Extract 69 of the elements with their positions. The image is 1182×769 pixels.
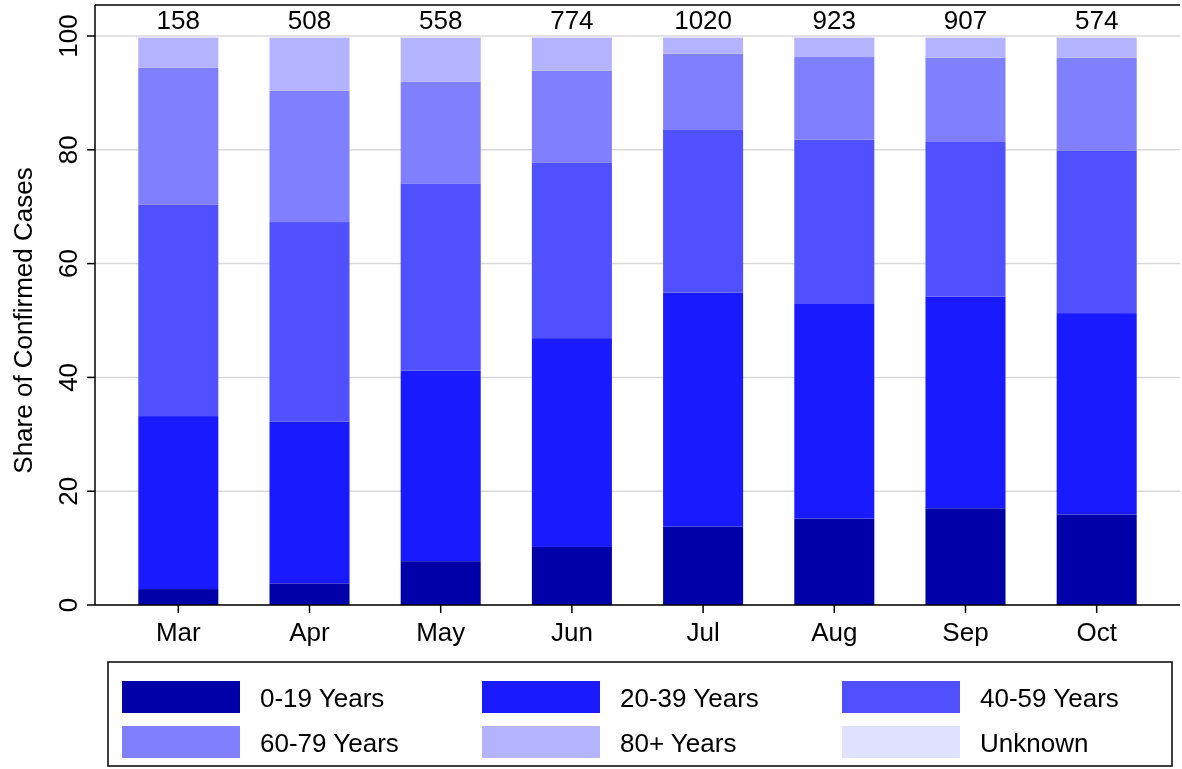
annotation: 558: [419, 5, 463, 35]
bar: [269, 37, 350, 91]
bar: [400, 370, 481, 562]
x-tick-label: May: [416, 617, 466, 647]
y-axis-title: Share of Confirmed Cases: [8, 167, 38, 474]
annotation: 923: [812, 5, 856, 35]
bar: [663, 292, 744, 527]
annotation: 774: [550, 5, 594, 35]
bar: [531, 162, 612, 339]
y-tick-label: 100: [53, 14, 83, 58]
bar: [138, 204, 219, 417]
bar: [925, 296, 1006, 509]
y-tick-label: 60: [53, 249, 83, 279]
y-tick-label: 40: [53, 362, 83, 392]
bar: [400, 37, 481, 82]
x-tick-label: Aug: [811, 617, 858, 647]
bar: [531, 546, 612, 605]
bar: [663, 129, 744, 293]
annotation: 574: [1074, 5, 1119, 35]
bar: [663, 526, 744, 605]
x-tick-label: Oct: [1076, 617, 1118, 647]
bar: [1056, 313, 1137, 515]
bar: [531, 70, 612, 163]
x-tick-label: Sep: [942, 617, 989, 647]
annotation: 907: [943, 5, 988, 35]
bar: [531, 338, 612, 547]
bar: [400, 81, 481, 184]
bar: [138, 416, 219, 590]
bar: [400, 561, 481, 605]
legend-label: 80+ Years: [620, 728, 737, 758]
bar: [531, 37, 612, 71]
annotation: 508: [287, 5, 332, 35]
legend-label: 60-79 Years: [260, 728, 399, 758]
bar: [794, 139, 875, 304]
bar: [1056, 514, 1137, 605]
bar: [138, 37, 219, 68]
bar: [794, 57, 875, 140]
bar: [269, 222, 350, 422]
bar: [794, 304, 875, 519]
x-tick-label: Jul: [686, 617, 720, 647]
x-tick-label: Mar: [155, 617, 202, 647]
bar: [269, 583, 350, 605]
y-tick-label: 0: [53, 597, 83, 613]
bar: [138, 67, 219, 205]
bar: [1056, 57, 1137, 151]
bar: [925, 141, 1006, 297]
x-tick-label: Jun: [550, 617, 593, 647]
bar: [138, 589, 219, 605]
annotation: 158: [156, 5, 201, 35]
bar: [1056, 37, 1137, 58]
bar: [794, 37, 875, 58]
bar: [925, 37, 1006, 58]
bar: [925, 57, 1006, 142]
y-tick-label: 20: [53, 476, 83, 506]
bar: [925, 508, 1006, 605]
bar: [663, 37, 744, 54]
annotation: 1020: [674, 5, 733, 35]
y-tick-label: 80: [53, 135, 83, 165]
legend-label: Unknown: [980, 728, 1089, 758]
bar: [400, 183, 481, 371]
bar: [269, 90, 350, 223]
bar: [663, 53, 744, 130]
bar: [1056, 150, 1137, 314]
bar: [269, 421, 350, 584]
legend-label: 40-59 Years: [980, 683, 1119, 713]
legend-label: 20-39 Years: [620, 683, 759, 713]
x-tick-label: Apr: [289, 617, 331, 647]
legend-label: 0-19 Years: [260, 683, 385, 713]
bar: [794, 518, 875, 605]
